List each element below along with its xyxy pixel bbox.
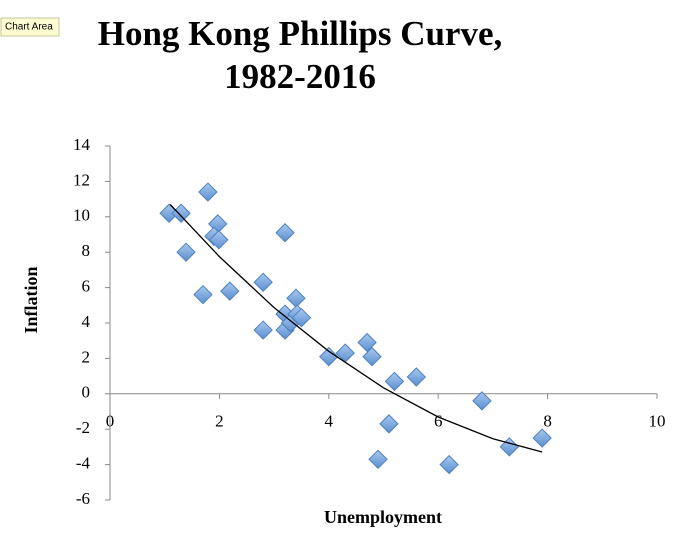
y-tick-label: 4	[82, 312, 91, 331]
marker	[171, 203, 191, 223]
marker	[253, 272, 273, 292]
marker	[198, 182, 218, 202]
y-tick-label: 2	[82, 347, 91, 366]
marker	[291, 307, 312, 328]
x-tick-label: 8	[543, 412, 552, 431]
marker	[439, 454, 459, 475]
y-tick-label: 0	[82, 383, 91, 402]
marker	[532, 428, 552, 448]
y-tick-label: 6	[82, 277, 91, 296]
y-tick-label: 10	[73, 206, 90, 225]
tooltip-box	[0, 17, 60, 37]
marker	[253, 320, 273, 340]
marker	[357, 332, 377, 353]
marker	[220, 281, 240, 301]
y-axis-title: Inflation	[21, 266, 41, 333]
marker	[499, 437, 520, 457]
chart-title: 1982-2016	[224, 57, 376, 96]
marker	[209, 230, 229, 250]
x-tick-label: 10	[649, 412, 666, 431]
marker	[472, 391, 492, 411]
marker	[379, 414, 399, 434]
marker	[176, 242, 196, 262]
y-tick-label: -2	[76, 418, 90, 437]
chart-title: Hong Kong Phillips Curve,	[98, 14, 503, 53]
trendline	[169, 203, 543, 453]
marker	[275, 223, 295, 243]
marker	[368, 449, 388, 469]
marker	[286, 288, 306, 308]
y-tick-label: -4	[76, 454, 91, 473]
x-tick-label: 0	[106, 412, 115, 431]
tooltip: Chart Area	[5, 22, 53, 33]
marker	[406, 367, 427, 387]
marker	[193, 284, 213, 305]
y-tick-label: 14	[73, 135, 91, 154]
x-axis-title: Unemployment	[324, 507, 442, 527]
x-tick-label: 2	[215, 412, 224, 431]
y-tick-label: -6	[76, 489, 90, 508]
y-tick-label: 8	[82, 241, 91, 260]
marker	[384, 371, 405, 392]
y-tick-label: 12	[73, 170, 90, 189]
x-tick-label: 4	[325, 412, 334, 431]
marker	[362, 346, 382, 367]
marker	[335, 343, 355, 363]
marker	[319, 346, 339, 367]
x-tick-label: 6	[434, 412, 443, 431]
